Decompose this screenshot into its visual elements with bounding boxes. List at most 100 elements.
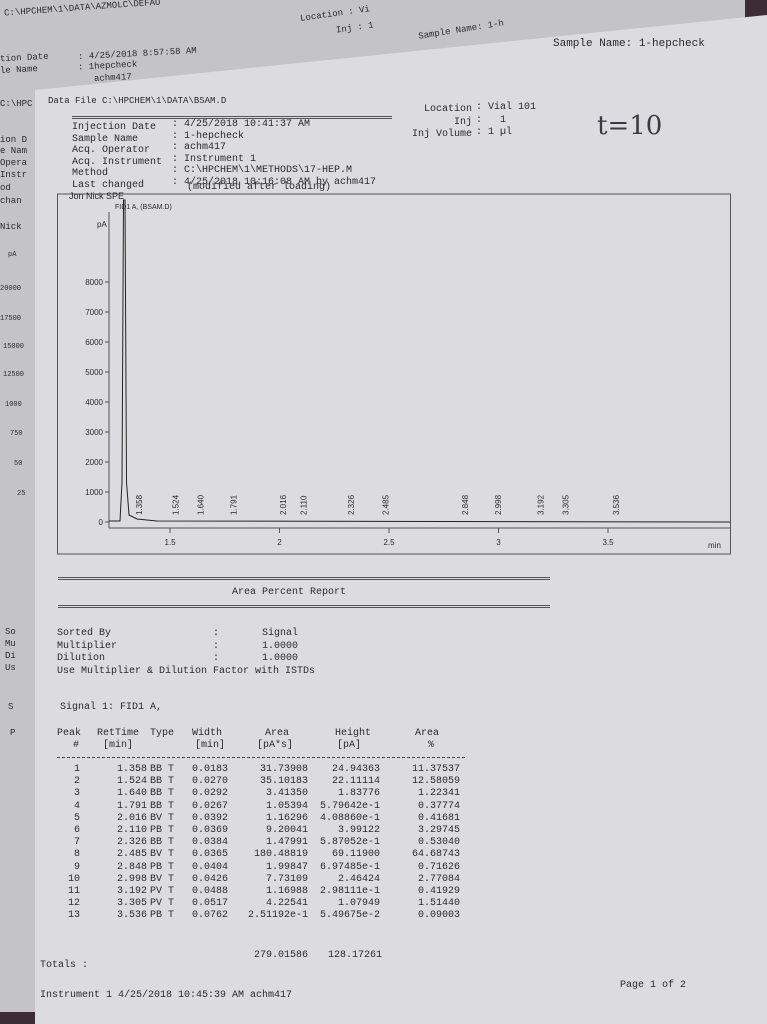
info-label: Sample Name <box>72 133 139 145</box>
rule <box>57 757 465 758</box>
signal-label: FID1 A, (BSAM.D) <box>115 204 172 211</box>
table-cell: 69.11900 <box>331 849 380 861</box>
table-cell: 1.640 <box>116 788 147 800</box>
table-cell: 24.94363 <box>331 764 380 775</box>
table-cell: 7.73109 <box>265 873 308 885</box>
back-text: Nick <box>0 222 22 232</box>
column-unit: [pA] <box>337 740 362 751</box>
back-text: Location : Vi <box>299 4 371 24</box>
table-cell: 2.77084 <box>417 873 460 885</box>
table-cell: 0.09003 <box>417 910 460 922</box>
table-cell: 2.51192e-1 <box>247 910 308 922</box>
setting-value: 1.0000 <box>262 640 299 652</box>
table-cell: 11.37537 <box>411 764 460 775</box>
x-tick-label: 3.5 <box>602 538 614 547</box>
table-cell: 3.99122 <box>337 825 380 836</box>
table-cell: 0.41929 <box>417 886 460 897</box>
footer-right: Page 1 of 2 <box>620 980 687 991</box>
table-cell: 3.536 <box>116 910 147 922</box>
info-value: : Vial 101 <box>476 102 537 113</box>
table-cell: 3 <box>73 788 80 800</box>
table-cell: 180.48819 <box>253 849 308 861</box>
table-cell: BB T <box>150 788 175 800</box>
table-cell: 0.0392 <box>191 812 228 824</box>
back-text: e Nam <box>0 146 28 156</box>
back-text: 25 <box>17 490 26 498</box>
peak-label: 2.016 <box>279 494 288 515</box>
table-cell: 1.791 <box>116 800 147 812</box>
plot-frame <box>57 193 731 555</box>
trace <box>109 199 731 523</box>
peak-label: 2.848 <box>461 494 470 515</box>
setting-sep: : <box>213 628 220 639</box>
table-cell: 2.110 <box>116 825 147 836</box>
table-cell: 6.97485e-1 <box>319 861 380 873</box>
table-cell: 0.71626 <box>417 861 460 873</box>
y-tick-label: 3000 <box>85 428 103 437</box>
table-cell: 7 <box>73 837 80 849</box>
table-cell: 64.68743 <box>411 849 460 861</box>
info-label: Last changed <box>72 179 145 191</box>
table-cell: 11 <box>67 886 80 897</box>
y-tick-label: 0 <box>99 518 104 527</box>
peak-label: 1.358 <box>135 494 144 515</box>
info-value: : 1-hepcheck <box>172 130 245 142</box>
back-text: Instr <box>0 170 28 180</box>
info-label: Injection Date <box>72 122 157 133</box>
setting-value: 1.0000 <box>262 653 299 664</box>
table-cell: 1 <box>73 764 80 775</box>
table-cell: 5.49675e-2 <box>319 910 380 922</box>
table-cell: 0.0369 <box>191 825 228 836</box>
table-cell: 2.46424 <box>337 873 380 885</box>
back-text: : 4/25/2018 8:57:58 AM <box>77 45 197 63</box>
signal-label: Signal 1: FID1 A, <box>60 702 163 713</box>
y-tick-label: 1000 <box>85 488 103 497</box>
info-label: Inj <box>453 116 472 128</box>
table-cell: 0.0384 <box>191 837 228 849</box>
back-text: C:\HPCHEM\1\DATA\AZMOLC\DEFAU <box>3 0 161 19</box>
table-cell: PV T <box>150 898 175 910</box>
back-text: So <box>5 627 16 637</box>
y-tick-label: 5000 <box>85 368 103 377</box>
info-value: : C:\HPCHEM\1\METHODS\17-HEP.M <box>172 165 353 176</box>
back-text: C:\HPC <box>0 99 33 109</box>
table-cell: 0.0183 <box>191 764 228 775</box>
x-tick-label: 3 <box>496 538 501 547</box>
table-cell: 9.20041 <box>265 825 308 836</box>
info-label: Acq. Operator <box>72 145 151 156</box>
table-cell: 0.37774 <box>417 800 460 812</box>
peak-label: 2.326 <box>347 494 356 515</box>
table-cell: 6 <box>73 825 80 836</box>
info-value: : 1 <box>476 114 507 126</box>
table-cell: BV T <box>150 849 175 861</box>
setting-value: Signal <box>262 628 299 639</box>
rule <box>58 605 550 608</box>
table-cell: 5.79642e-1 <box>319 800 380 812</box>
peak-label: 3.536 <box>612 494 621 515</box>
table-cell: 8 <box>73 849 80 861</box>
x-tick-label: 2 <box>277 538 282 547</box>
report-sheet: Sample Name: 1-hepcheck t=10 Data File C… <box>35 15 767 1024</box>
table-cell: PB T <box>150 825 175 836</box>
info-label: Inj Volume <box>411 129 472 140</box>
back-text: Us <box>5 663 16 673</box>
y-tick-label: 2000 <box>85 458 103 467</box>
table-cell: 9 <box>73 861 80 873</box>
back-text: : 1hepcheck <box>77 59 138 73</box>
y-tick-label: 7000 <box>85 308 103 317</box>
table-cell: 1.524 <box>116 776 147 788</box>
chromatogram: Jon Nick SPE FID1 A, (BSAM.D) pA min 0 10… <box>57 191 731 555</box>
peak-label: 1.791 <box>230 494 239 515</box>
setting-sep: : <box>213 640 220 652</box>
table-cell: 5 <box>73 812 80 824</box>
table-cell: 1.16296 <box>265 812 308 824</box>
table-cell: PV T <box>150 886 175 897</box>
peak-label: 3.305 <box>561 494 570 515</box>
back-text: od <box>0 183 11 193</box>
back-text: 50 <box>14 460 23 468</box>
table-cell: 1.83776 <box>337 788 380 800</box>
rule <box>58 577 550 580</box>
table-cell: 4 <box>73 800 80 812</box>
back-text: Di <box>5 651 16 661</box>
